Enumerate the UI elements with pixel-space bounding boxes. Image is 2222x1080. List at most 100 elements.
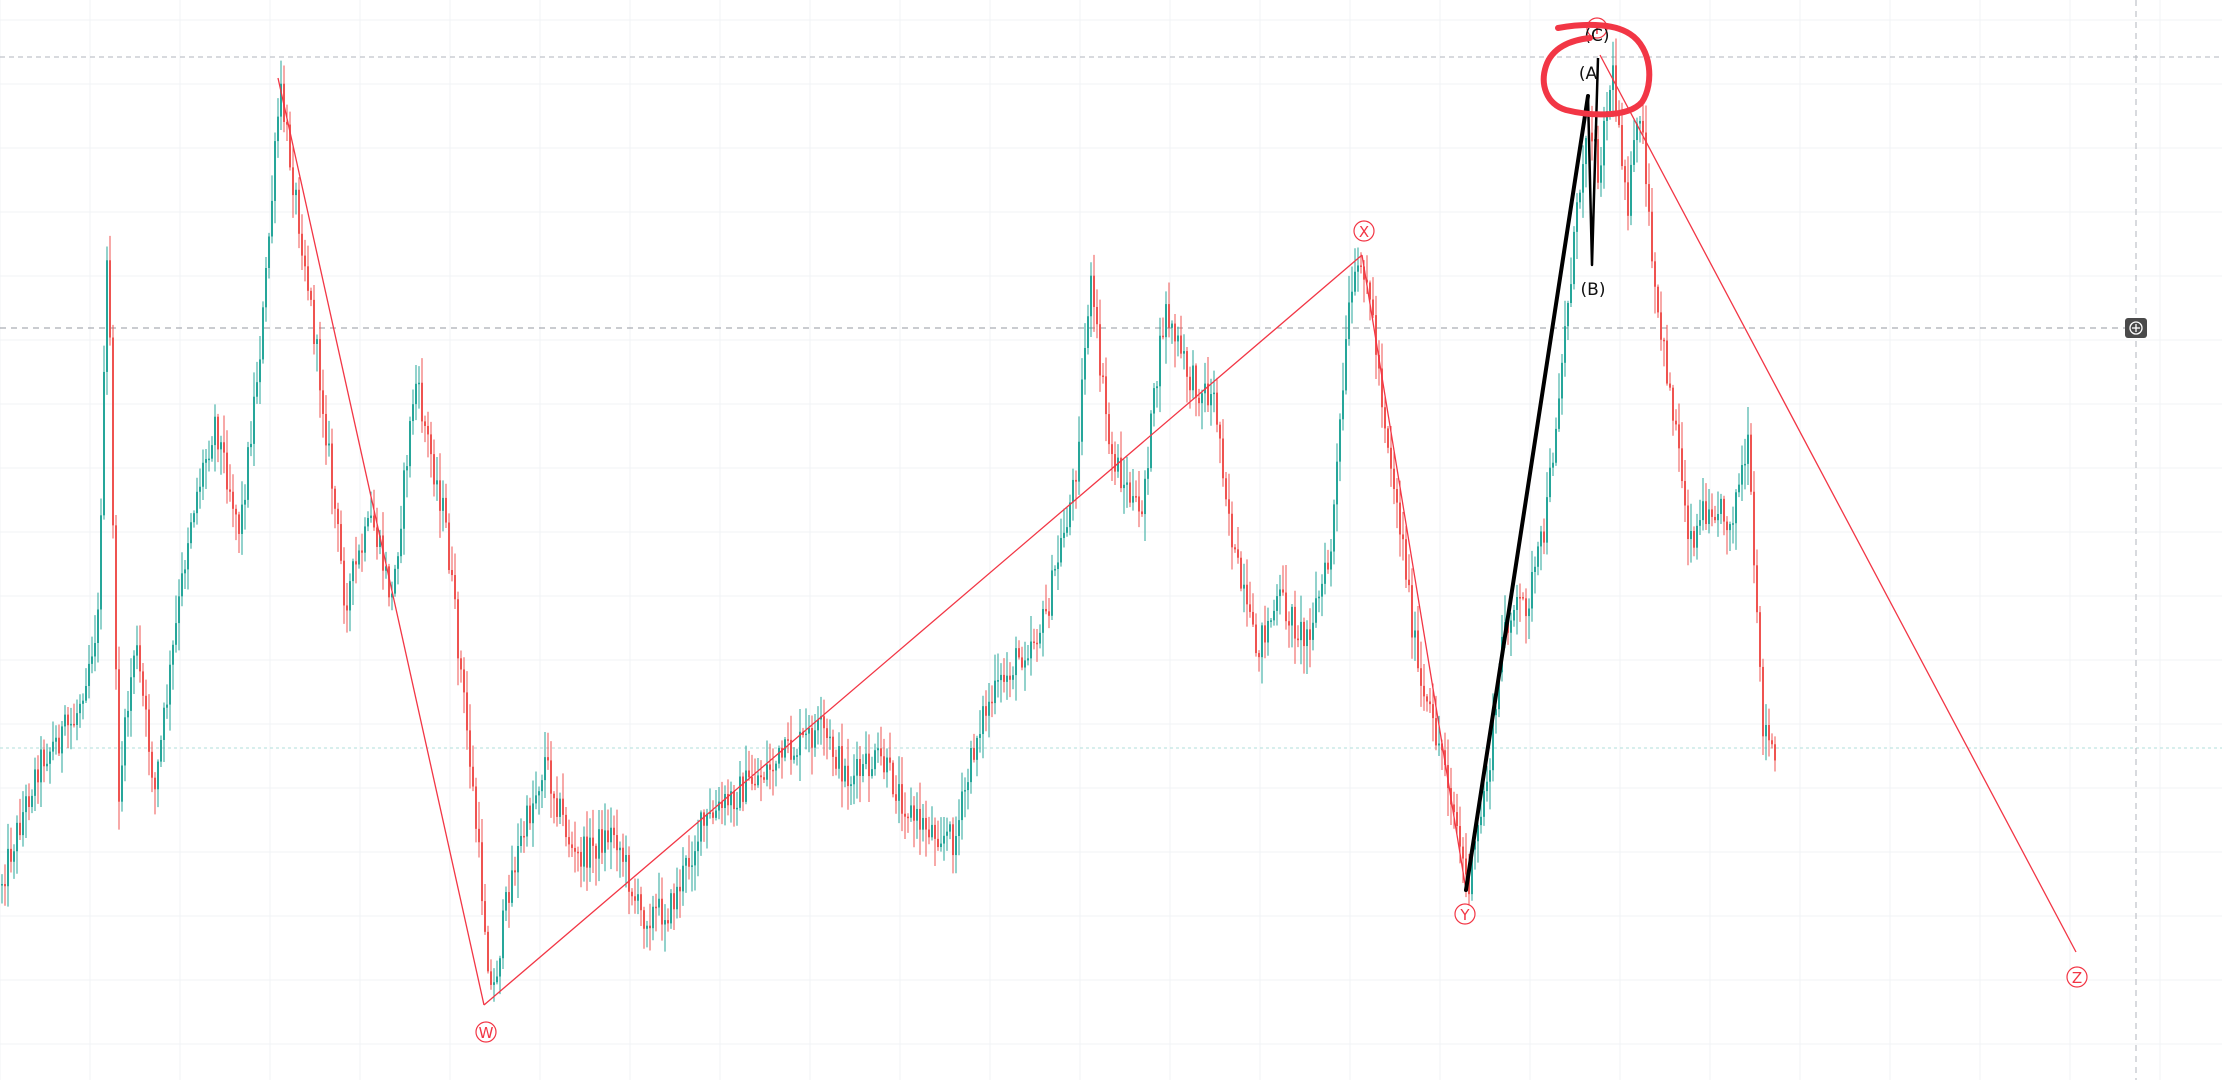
abc-label[interactable]: (A [1579, 64, 1598, 84]
candle-up [916, 808, 918, 821]
candle-up [646, 925, 648, 929]
candle-up [253, 396, 255, 444]
candle-up [181, 573, 183, 597]
candle-up [415, 383, 417, 405]
candle-down [439, 480, 441, 511]
candle-up [862, 764, 864, 777]
candle-up [838, 746, 840, 769]
candle-down [451, 570, 453, 576]
candle-down [688, 857, 690, 867]
wave-line-to-z[interactable] [1599, 54, 2077, 953]
highlight-annotation[interactable] [1540, 21, 1653, 118]
candle-down [151, 751, 153, 778]
candle-down [1642, 120, 1644, 133]
candle-down [58, 737, 60, 754]
candle-up [193, 513, 195, 523]
candle-up [1495, 709, 1497, 716]
candle-up [745, 770, 747, 802]
candle-down [712, 812, 714, 818]
impulse-drawing[interactable] [1464, 57, 1600, 892]
candle-down [298, 189, 300, 234]
impulse-line-bc[interactable] [1586, 57, 1600, 267]
candle-up [958, 820, 960, 837]
candle-up [85, 685, 87, 701]
candle-up [1006, 675, 1008, 682]
candle-down [523, 835, 525, 838]
wave-line-segment[interactable] [277, 77, 485, 1006]
wave-label-x[interactable]: X [1353, 220, 1375, 242]
abc-label[interactable]: (B) [1581, 280, 1606, 300]
candle-up [982, 706, 984, 735]
candle-up [49, 751, 51, 764]
candle-down [448, 522, 450, 571]
candle-up [874, 750, 876, 770]
wave-line-segment[interactable] [1361, 254, 1467, 891]
candle-down [1615, 65, 1617, 111]
candle-down [424, 421, 426, 426]
candle-up [559, 798, 561, 817]
candle-up [805, 733, 807, 736]
candle-up [898, 784, 900, 801]
abc-label[interactable]: (C) [1584, 26, 1609, 46]
candle-down [1468, 874, 1470, 895]
candle-up [853, 775, 855, 785]
candle-down [1033, 641, 1035, 644]
wave-label-y[interactable]: Y [1454, 903, 1476, 925]
chart-ui[interactable] [2125, 318, 2147, 338]
candle-down [1624, 166, 1626, 183]
candle-up [997, 680, 999, 682]
candle-up [1123, 484, 1125, 489]
candle-down [883, 756, 885, 773]
candle-up [1477, 825, 1479, 842]
candle-up [709, 812, 711, 814]
candle-down [1711, 509, 1713, 517]
candle-down [337, 508, 339, 525]
candle-up [1279, 589, 1281, 597]
candle-up [277, 116, 279, 142]
candle-up [961, 791, 963, 821]
candle-down [556, 798, 558, 817]
impulse-line-a[interactable] [1464, 94, 1590, 892]
candle-up [1576, 202, 1578, 232]
candle-down [607, 830, 609, 843]
candle-down [1726, 521, 1728, 531]
candle-up [1702, 501, 1704, 521]
candle-down [928, 829, 930, 838]
crosshair-plus-button[interactable] [2125, 318, 2147, 338]
candle-down [1705, 501, 1707, 525]
candle-up [397, 556, 399, 569]
candle-up [1150, 413, 1152, 469]
candle-down [142, 671, 144, 696]
candle-up [1747, 434, 1749, 464]
candle-down [733, 791, 735, 810]
candle-up [1567, 303, 1569, 327]
candle-down [1225, 478, 1227, 500]
candle-down [304, 255, 306, 267]
candle-down [343, 560, 345, 606]
candle-up [1633, 140, 1635, 165]
candle-down [1102, 375, 1104, 378]
candle-up [658, 898, 660, 908]
candle-up [715, 810, 717, 818]
wave-label-w[interactable]: W [475, 1021, 497, 1043]
candle-up [526, 805, 528, 837]
wave-labels[interactable]: W X Y Y Z (A (B) (C) [475, 17, 2088, 1043]
candle-up [1270, 620, 1272, 622]
candle-up [1474, 841, 1476, 850]
candle-down [223, 442, 225, 453]
candle-up [814, 730, 816, 748]
candle-down [310, 290, 312, 300]
candle-down [586, 836, 588, 868]
wave-line-segment[interactable] [483, 254, 1363, 1006]
highlight-circle-annotation[interactable] [1540, 21, 1653, 118]
candle-up [691, 865, 693, 867]
candle-down [1465, 858, 1467, 875]
elliott-wave-lines[interactable] [277, 54, 2077, 1006]
wave-label-text: X [1359, 223, 1369, 241]
wave-label-text: Z [2072, 969, 2082, 987]
candle-up [652, 906, 654, 929]
candle-up [517, 845, 519, 873]
wave-label-z[interactable]: Z [2066, 966, 2088, 988]
